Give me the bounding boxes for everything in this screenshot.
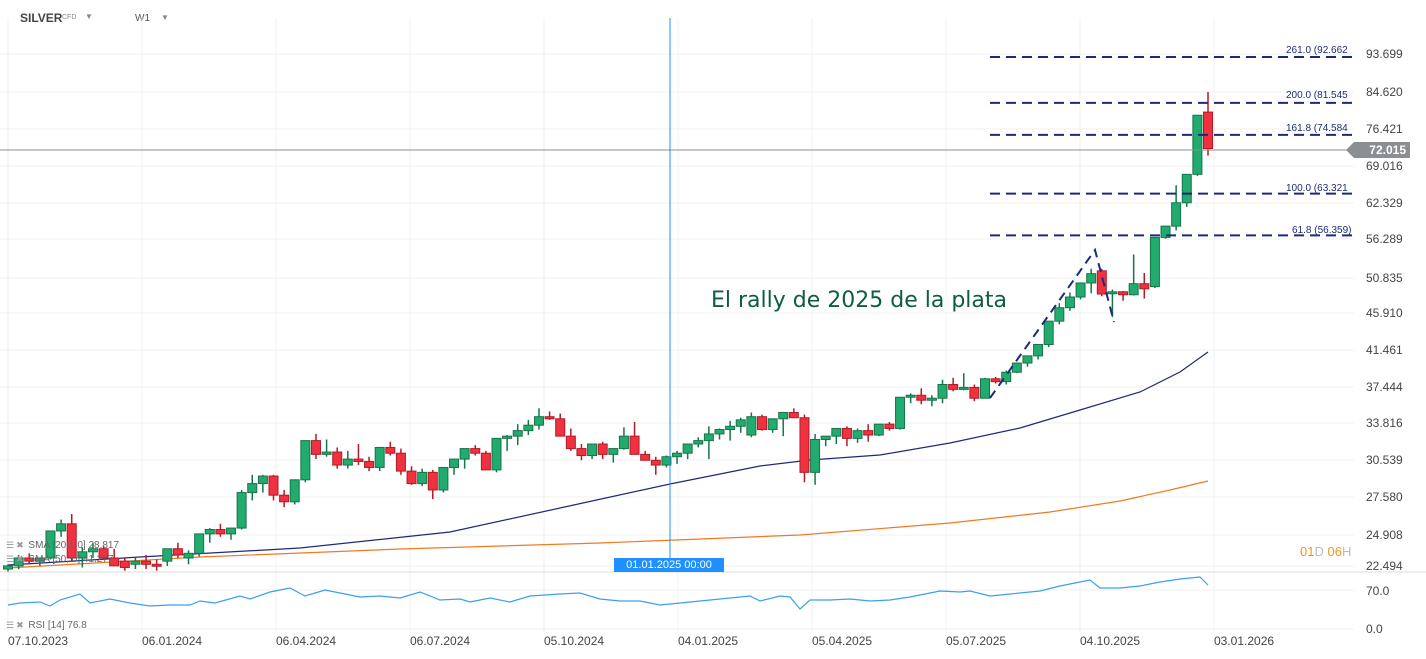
y-tick: 37.444 (1366, 380, 1403, 394)
y-tick: 69.016 (1366, 159, 1403, 173)
y-tick: 33.816 (1366, 416, 1403, 430)
x-tick: 06.01.2024 (142, 634, 203, 648)
x-tick: 06.04.2024 (276, 634, 337, 648)
y-tick: 56.289 (1366, 232, 1403, 246)
x-tick: 05.07.2025 (946, 634, 1007, 648)
y-tick: 76.421 (1366, 122, 1403, 136)
y-tick: 93.699 (1366, 47, 1403, 61)
crosshair-date-label: 01.01.2025 00:00 (614, 558, 724, 572)
fib-label-200: 200.0 (81.545 (1286, 90, 1348, 101)
y-tick: 84.620 (1366, 85, 1403, 99)
y-tick: 30.539 (1366, 453, 1403, 467)
x-tick: 03.01.2026 (1214, 634, 1275, 648)
x-tick: 07.10.2023 (8, 634, 69, 648)
x-tick: 05.04.2025 (812, 634, 873, 648)
x-tick: 06.07.2024 (410, 634, 471, 648)
rsi-tick: 0.0 (1366, 622, 1383, 636)
countdown-hours: 06 (1327, 544, 1342, 559)
legend-sma50[interactable]: ☰ ✖ SMA [50, 0] 41.277 (6, 554, 113, 565)
y-tick: 41.461 (1366, 343, 1403, 357)
fib-label-161: 161.8 (74.584 (1286, 123, 1348, 134)
rsi-line (7, 576, 1209, 610)
indicator-settings-icon[interactable]: ☰ (6, 540, 15, 550)
indicator-remove-icon[interactable]: ✖ (16, 620, 24, 630)
fib-label-61: 61.8 (56.359) (1292, 225, 1352, 236)
symbol-dropdown-caret-icon[interactable]: ▼ (85, 12, 93, 21)
y-tick: 50.835 (1366, 271, 1403, 285)
y-tick: 27.580 (1366, 490, 1403, 504)
countdown-days: 01 (1300, 544, 1315, 559)
symbol-type-label: CFD (62, 14, 77, 21)
chart-annotation-text[interactable]: El rally de 2025 de la plata (711, 288, 1007, 313)
y-tick: 22.494 (1366, 559, 1403, 573)
x-tick: 05.10.2024 (544, 634, 605, 648)
rally-trend-drawing (989, 247, 1115, 399)
x-tick: 04.01.2025 (678, 634, 739, 648)
bar-countdown: 01D 06H (1300, 544, 1351, 559)
symbol-label[interactable]: SILVER (20, 11, 63, 25)
legend-sma50-text: SMA [50, 0] 41.277 (28, 554, 114, 565)
rsi-tick: 70.0 (1366, 584, 1390, 598)
fibonacci-extension-lines (990, 56, 1354, 237)
sma-200-line (7, 480, 1209, 569)
y-tick: 62.329 (1366, 196, 1403, 210)
countdown-days-unit: D (1314, 544, 1324, 559)
legend-sma200-text: SMA [200, 0] 28.817 (28, 540, 120, 551)
interval-dropdown-caret-icon[interactable]: ▼ (161, 13, 169, 22)
countdown-hours-unit: H (1341, 544, 1352, 559)
y-tick: 24.908 (1366, 528, 1403, 542)
indicator-remove-icon[interactable]: ✖ (16, 540, 24, 550)
indicator-settings-icon[interactable]: ☰ (6, 554, 15, 564)
legend-rsi[interactable]: ☰ ✖ RSI [14] 76.8 (6, 620, 87, 631)
indicator-remove-icon[interactable]: ✖ (16, 554, 24, 564)
legend-sma200[interactable]: ☰ ✖ SMA [200, 0] 28.817 (6, 540, 119, 551)
fib-label-100: 100.0 (63.321 (1286, 183, 1348, 194)
legend-rsi-text: RSI [14] 76.8 (28, 620, 87, 631)
indicator-settings-icon[interactable]: ☰ (6, 620, 15, 630)
fib-label-261: 261.0 (92.662 (1286, 45, 1348, 56)
y-tick: 45.910 (1366, 306, 1403, 320)
candlesticks (3, 91, 1213, 573)
last-price-tag: 72.015 (1346, 142, 1410, 158)
sma-50-line (7, 351, 1209, 566)
x-tick: 04.10.2025 (1080, 634, 1141, 648)
